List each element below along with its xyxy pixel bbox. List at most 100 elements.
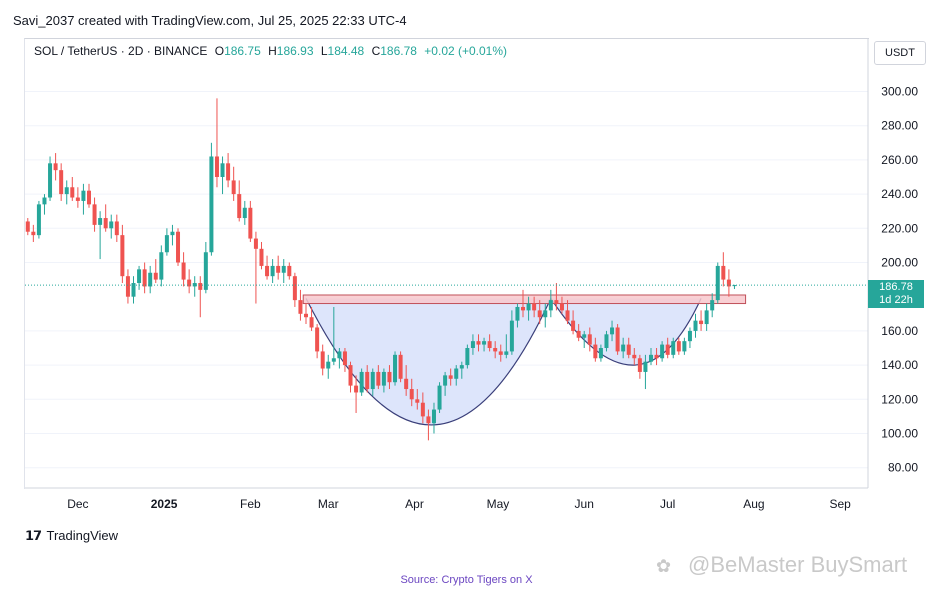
candle-body	[665, 344, 670, 355]
candle-body	[59, 170, 64, 195]
resistance-zone-layer	[302, 294, 747, 305]
candle-body	[470, 341, 475, 348]
candle-body	[643, 361, 648, 372]
candle-body	[404, 378, 409, 390]
candle	[704, 303, 709, 331]
candle-body	[426, 416, 431, 424]
price-tick-label: 300.00	[881, 85, 918, 99]
candle	[732, 284, 737, 290]
candle	[53, 153, 58, 181]
candle	[59, 163, 64, 201]
candle-body	[198, 283, 203, 290]
candle	[237, 180, 242, 222]
candle	[309, 306, 314, 331]
candle	[610, 320, 615, 342]
candle-body	[465, 348, 470, 366]
candle-body	[381, 371, 386, 386]
candle	[348, 361, 353, 393]
candle	[281, 259, 286, 284]
candle-body	[70, 187, 75, 198]
candle	[131, 276, 136, 304]
candle	[326, 354, 331, 379]
candle	[148, 265, 153, 294]
time-tick-label: Jul	[660, 497, 675, 511]
price-tick-label: 100.00	[881, 427, 918, 441]
candle-body	[554, 300, 559, 304]
currency-button[interactable]: USDT	[874, 41, 926, 65]
time-tick-label: Sep	[829, 497, 851, 511]
candle-body	[176, 231, 181, 263]
candle-body	[214, 156, 219, 177]
candle-body	[292, 276, 297, 301]
candle	[559, 296, 564, 314]
candle	[331, 306, 336, 366]
candle	[187, 269, 192, 294]
candle-body	[114, 221, 119, 236]
candle	[671, 337, 676, 359]
candle-body	[587, 334, 592, 345]
price-tick-label: 260.00	[881, 153, 918, 167]
source-link[interactable]: Crypto Tigers on X	[441, 574, 533, 586]
candle-body	[354, 385, 359, 393]
cup-fill	[306, 298, 551, 425]
candle-body	[220, 163, 225, 177]
candle	[548, 289, 553, 318]
candle-body	[131, 283, 136, 297]
price-tick-label: 160.00	[881, 324, 918, 338]
symbol-label[interactable]: SOL / TetherUS · 2D · BINANCE	[34, 44, 208, 58]
candle-body	[86, 190, 91, 205]
candle	[231, 166, 236, 201]
candle-body	[710, 300, 715, 311]
candle-body	[120, 235, 125, 277]
candle	[448, 368, 453, 386]
resistance-zone	[302, 294, 747, 305]
candle	[176, 228, 181, 266]
candle	[654, 348, 659, 366]
candle	[587, 327, 592, 352]
candle	[604, 330, 609, 352]
candle	[676, 337, 681, 355]
candle	[521, 289, 526, 318]
price-tick-label: 120.00	[881, 392, 918, 406]
watermark-icon: ✿	[656, 556, 672, 576]
candle	[409, 378, 414, 407]
candle	[687, 327, 692, 348]
candle-body	[526, 303, 531, 311]
time-tick-label: Feb	[240, 497, 261, 511]
candle	[98, 211, 103, 260]
candle-body	[342, 351, 347, 366]
candle	[164, 228, 169, 256]
candle-body	[242, 207, 247, 219]
candle-body	[192, 283, 197, 287]
close-label: C	[371, 44, 381, 58]
candle	[515, 303, 520, 328]
candle-body	[203, 252, 208, 290]
candle-body	[632, 354, 637, 359]
candle	[298, 289, 303, 321]
time-tick-label: May	[487, 497, 510, 511]
candle	[31, 224, 36, 242]
candle	[181, 252, 186, 287]
candle	[209, 142, 214, 256]
candle-body	[448, 375, 453, 379]
candle	[437, 382, 442, 413]
candle	[637, 354, 642, 379]
candle	[42, 194, 47, 215]
candle	[92, 197, 97, 232]
candle	[287, 262, 292, 280]
candle-body	[509, 320, 514, 352]
candle	[593, 337, 598, 362]
tradingview-logo[interactable]: 𝟭𝟳 TradingView	[25, 528, 118, 544]
candle	[198, 276, 203, 318]
attribution-text: Savi_2037 created with TradingView.com, …	[13, 13, 407, 28]
candle	[426, 409, 431, 441]
source-label: Source:	[400, 574, 439, 586]
candle	[64, 180, 69, 205]
candle-body	[181, 262, 186, 280]
candle-body	[320, 351, 325, 369]
candle	[598, 344, 603, 362]
candle-body	[604, 334, 609, 348]
candle	[242, 200, 247, 225]
candle-body	[593, 344, 598, 359]
